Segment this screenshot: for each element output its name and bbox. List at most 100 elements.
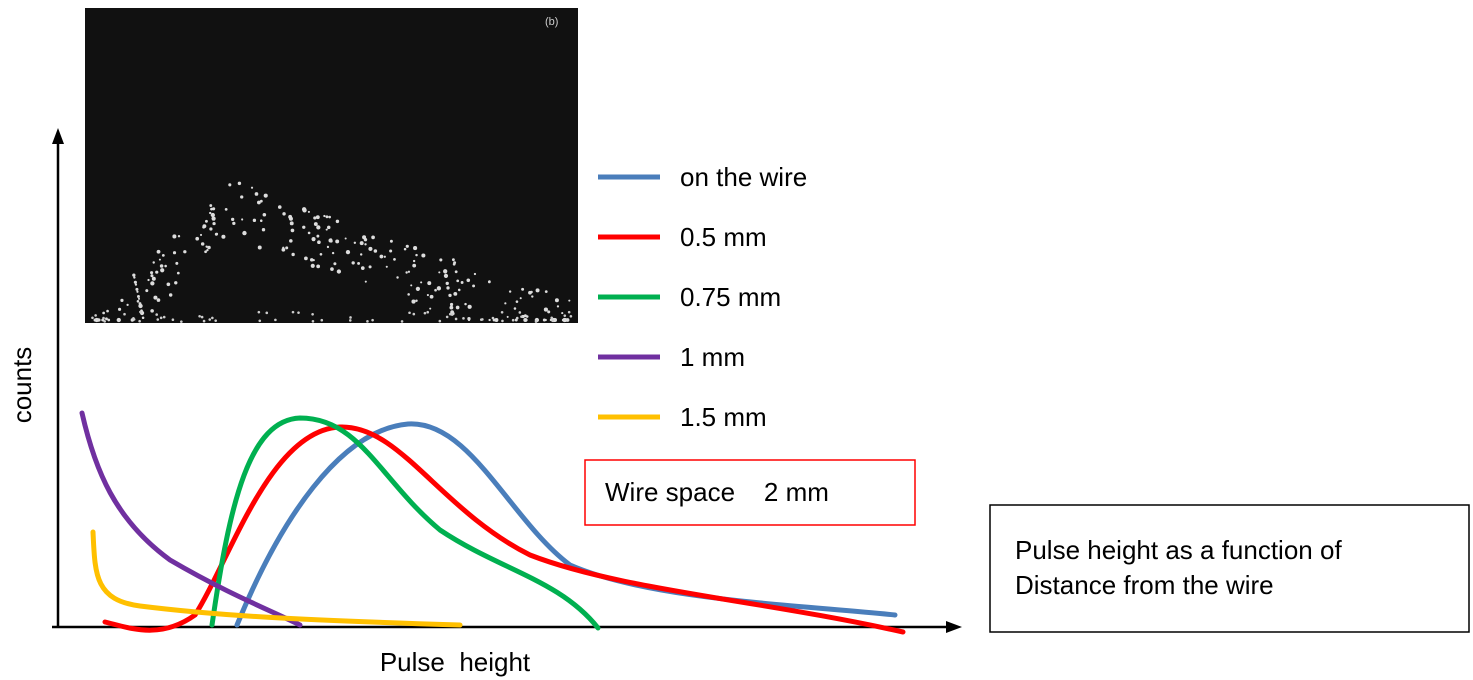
photo-dot xyxy=(258,320,261,323)
photo-dot xyxy=(429,308,431,310)
photo-dot xyxy=(544,308,548,312)
photo-dot xyxy=(360,241,364,245)
photo-dot xyxy=(136,291,138,293)
photo-dot xyxy=(164,265,167,268)
photo-dot xyxy=(488,280,491,283)
photo-dot xyxy=(501,320,504,323)
photo-dot xyxy=(175,262,178,265)
photo-dot xyxy=(138,298,140,300)
photo-dot xyxy=(117,318,121,322)
photo-dot xyxy=(278,205,282,209)
photo-dot xyxy=(420,281,422,283)
photo-dot xyxy=(408,311,411,314)
photo-dot xyxy=(413,246,417,250)
photo-dot xyxy=(550,317,553,320)
photo-dot xyxy=(396,276,398,278)
photo-dot xyxy=(150,274,153,277)
photo-dot xyxy=(195,237,199,241)
photo-dot xyxy=(289,239,293,243)
photo-dot xyxy=(91,316,94,319)
photo-dot xyxy=(474,273,476,275)
photo-dot xyxy=(427,294,429,296)
photo-dot xyxy=(316,235,319,238)
photo-dot xyxy=(561,312,563,314)
photo-dot xyxy=(313,216,316,219)
photo-dot xyxy=(366,320,369,323)
photo-dot xyxy=(504,302,506,304)
photo-dot xyxy=(291,253,294,256)
photo-dot xyxy=(255,192,259,196)
photo-dot xyxy=(416,287,420,291)
photo-dot xyxy=(157,250,161,254)
photo xyxy=(85,8,578,323)
photo-dot xyxy=(212,207,215,210)
photo-dot xyxy=(329,239,332,242)
photo-dot xyxy=(94,314,97,317)
photo-dot xyxy=(137,300,140,303)
photo-dot xyxy=(174,281,177,284)
photo-dot xyxy=(516,317,519,320)
photo-dot xyxy=(282,212,285,215)
photo-dot xyxy=(407,293,410,296)
photo-dot xyxy=(103,320,106,323)
photo-dot xyxy=(135,288,138,291)
photo-dot xyxy=(291,229,295,233)
photo-dot xyxy=(308,211,310,213)
photo-dot xyxy=(444,274,448,278)
photo-dot xyxy=(512,319,515,322)
photo-dot xyxy=(205,220,208,223)
photo-dot xyxy=(302,207,306,211)
photo-dot xyxy=(443,269,447,273)
photo-dot xyxy=(327,246,329,248)
photo-dot xyxy=(562,318,566,322)
caption-box xyxy=(990,505,1469,632)
photo-dot xyxy=(438,271,440,273)
photo-dot xyxy=(311,264,315,268)
photo-dot xyxy=(568,300,570,302)
curve xyxy=(212,418,598,628)
photo-dot xyxy=(240,195,243,198)
photo-dot xyxy=(509,290,511,292)
photo-dot xyxy=(290,221,294,225)
photo-dot xyxy=(531,295,533,297)
photo-dot xyxy=(153,261,155,263)
photo-dot xyxy=(201,242,204,245)
photo-dot xyxy=(413,260,415,262)
photo-dot xyxy=(138,320,141,323)
photo-dot xyxy=(455,270,458,273)
photo-label: (b) xyxy=(545,16,558,28)
photo-dot xyxy=(448,294,451,297)
photo-dot xyxy=(551,319,554,322)
curve xyxy=(82,413,300,625)
photo-dot xyxy=(150,271,153,274)
photo-dot xyxy=(354,242,356,244)
photo-dot xyxy=(468,319,470,321)
photo-dot xyxy=(157,298,161,302)
photo-dot xyxy=(120,299,123,302)
photo-dot xyxy=(386,266,388,268)
photo-dot xyxy=(133,318,136,321)
photo-dot xyxy=(516,300,519,303)
photo-dot xyxy=(455,318,458,321)
photo-dot xyxy=(150,281,154,285)
photo-dot xyxy=(221,235,225,239)
photo-dot xyxy=(123,313,126,316)
photo-dot xyxy=(312,320,315,323)
photo-dot xyxy=(427,281,431,285)
photo-dot xyxy=(472,284,475,287)
photo-dot xyxy=(160,264,164,268)
photo-dot xyxy=(147,279,149,281)
photo-dot xyxy=(207,246,211,250)
photo-dot xyxy=(352,261,355,264)
photo-dot xyxy=(160,268,164,272)
photo-dot xyxy=(178,235,180,237)
legend-label: on the wire xyxy=(680,162,807,192)
photo-dot xyxy=(464,303,466,305)
photo-dot xyxy=(365,281,367,283)
legend-label: 1.5 mm xyxy=(680,402,767,432)
photo-dot xyxy=(260,219,263,222)
photo-dot xyxy=(285,246,288,249)
photo-dot xyxy=(211,213,215,217)
photo-dot xyxy=(412,264,416,268)
photo-dot xyxy=(167,282,171,286)
